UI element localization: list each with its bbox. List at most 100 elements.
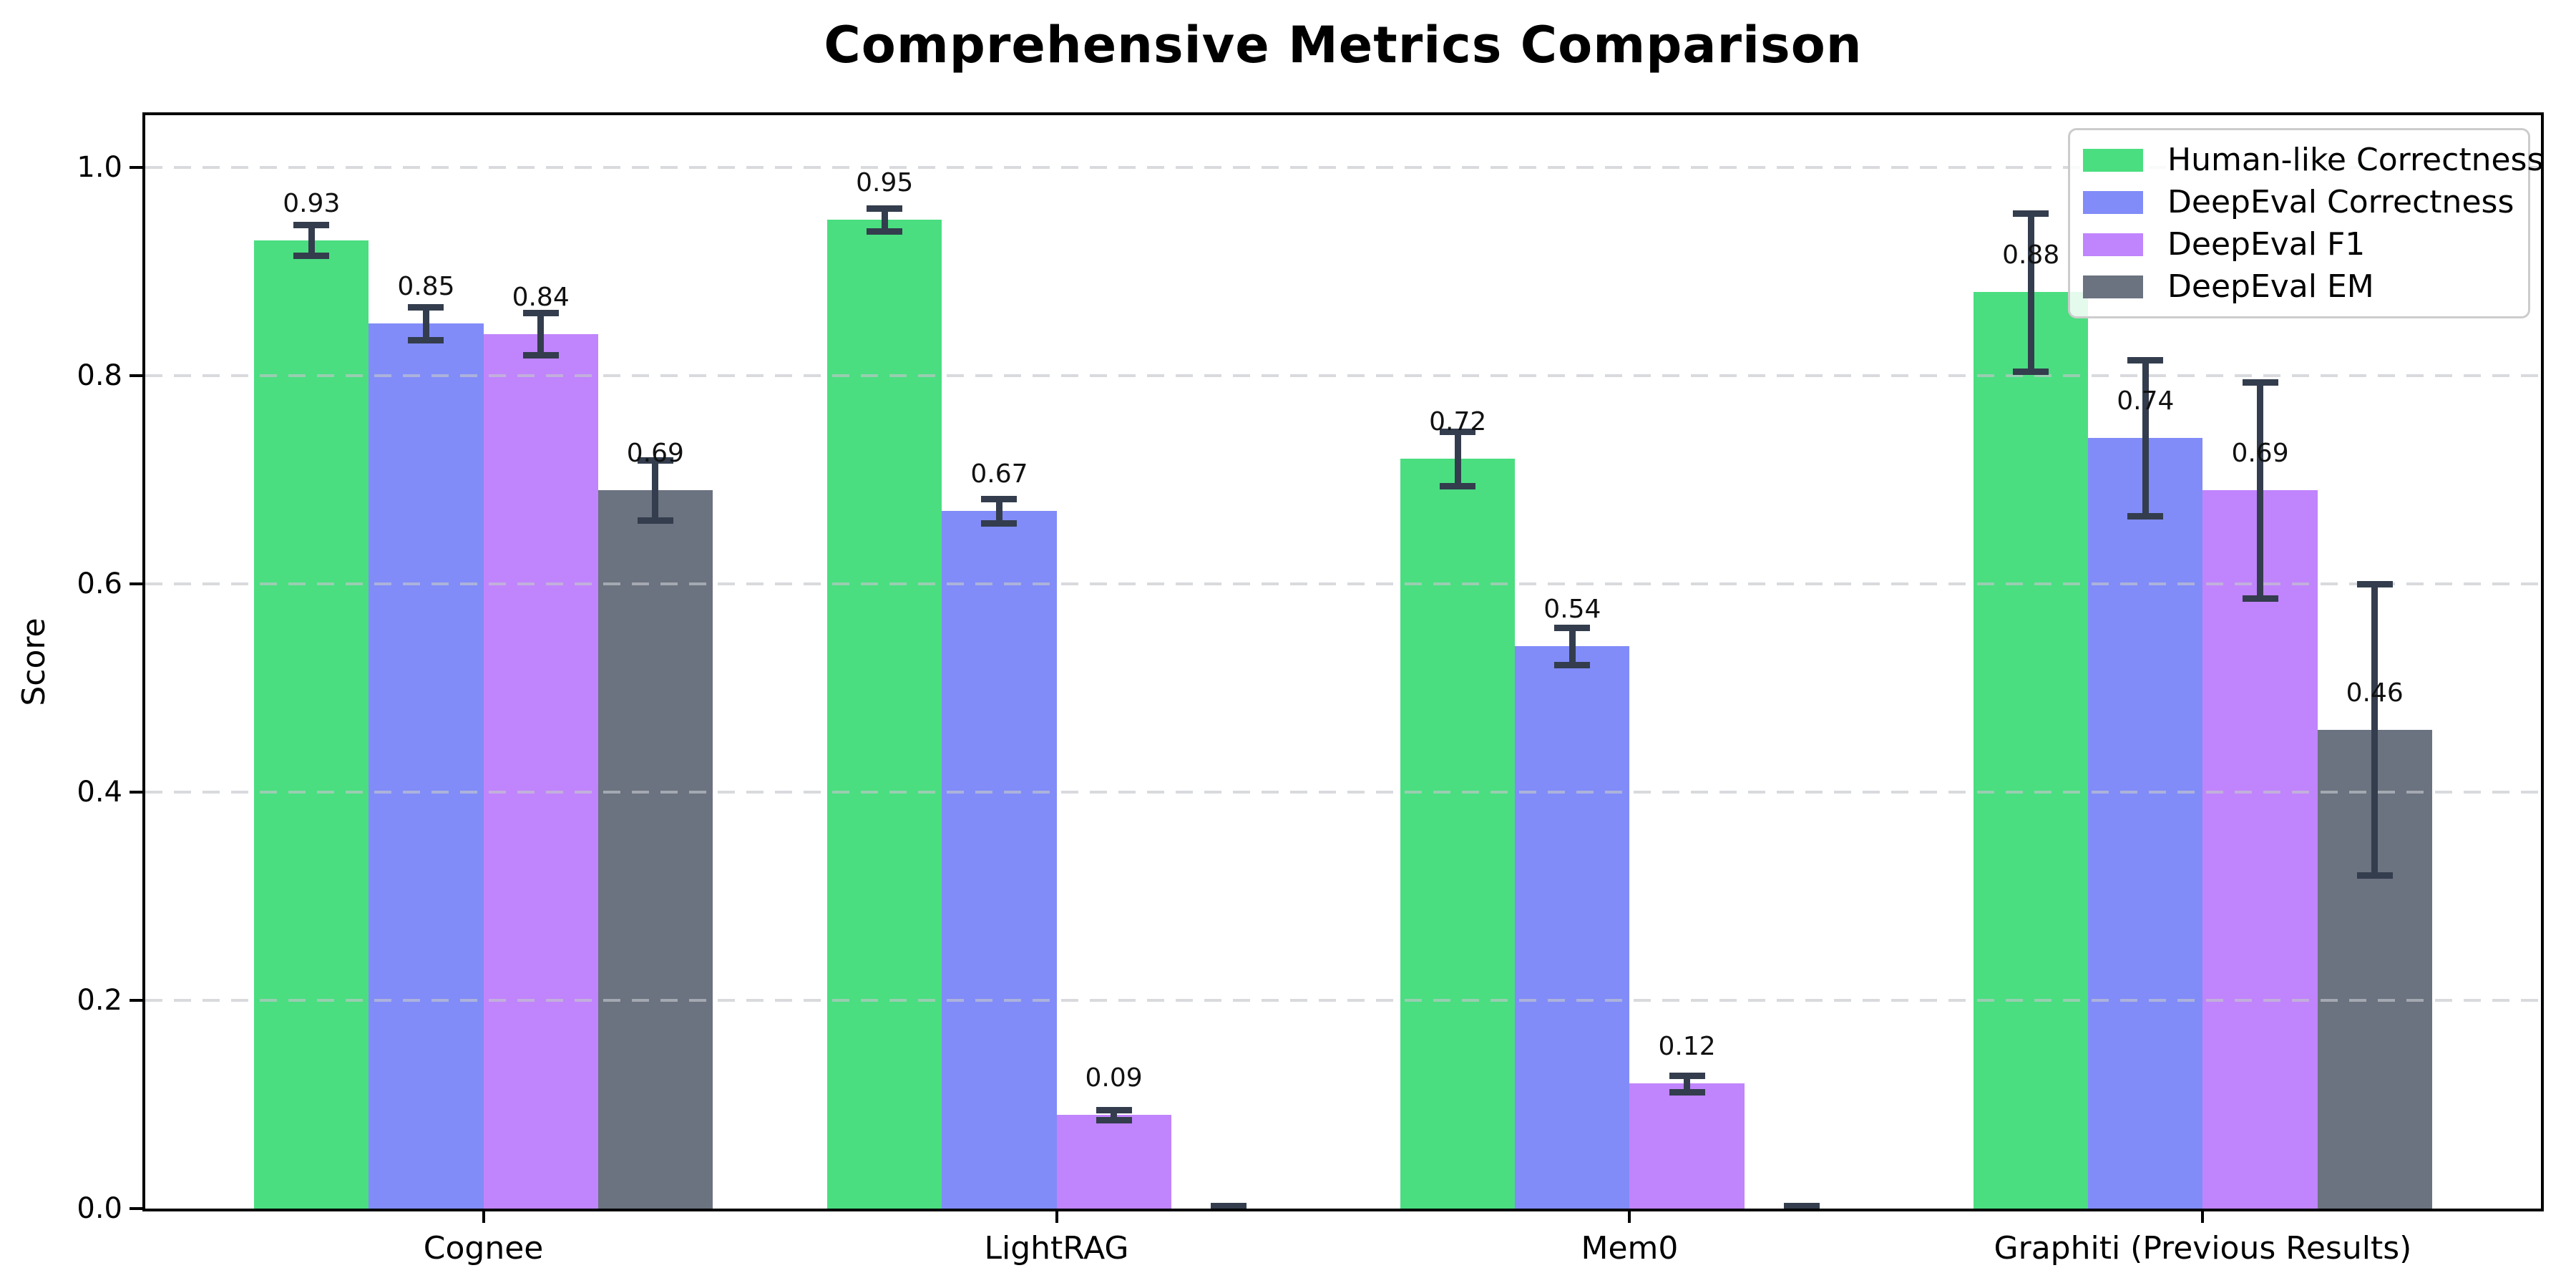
bar-3-4 bbox=[2202, 489, 2318, 1209]
y-tick-label: 0.6 bbox=[77, 567, 122, 600]
error-bar-cap-top bbox=[1783, 1202, 1820, 1209]
legend: Human-like Correctness DeepEval Correctne… bbox=[2068, 128, 2543, 318]
error-bar-cap-top bbox=[1210, 1202, 1246, 1209]
bar-3-2 bbox=[1056, 1115, 1171, 1209]
error-bar bbox=[537, 313, 545, 355]
error-bar-cap-bottom bbox=[2356, 872, 2393, 879]
error-bar-cap-bottom bbox=[522, 351, 559, 358]
error-bar-cap-top bbox=[293, 221, 330, 228]
error-bar-cap-top bbox=[2242, 379, 2278, 386]
bar-1-2 bbox=[827, 219, 942, 1209]
bar-value-label: 0.69 bbox=[626, 438, 684, 468]
x-tick-label-3: Mem0 bbox=[1581, 1230, 1679, 1267]
error-bar-cap-top bbox=[1096, 1106, 1132, 1113]
bar-2-1 bbox=[369, 323, 484, 1209]
error-bar-cap-bottom bbox=[1440, 483, 1476, 490]
bar-value-label: 0.84 bbox=[512, 282, 570, 312]
bar-value-label: 0.95 bbox=[856, 167, 914, 197]
legend-swatch bbox=[2083, 148, 2143, 172]
bar-2-3 bbox=[1515, 646, 1630, 1209]
legend-label: DeepEval F1 bbox=[2167, 226, 2366, 263]
legend-row-2: DeepEval Correctness bbox=[2083, 184, 2515, 220]
error-bar-cap-top bbox=[981, 495, 1018, 502]
bar-3-3 bbox=[1629, 1083, 1745, 1209]
y-tick-mark bbox=[130, 582, 142, 585]
error-bar-cap-bottom bbox=[2013, 368, 2049, 375]
error-bar bbox=[1111, 1109, 1118, 1121]
error-bar-cap-bottom bbox=[1669, 1089, 1705, 1096]
bar-2-4 bbox=[2088, 438, 2203, 1209]
error-bar-cap-top bbox=[2356, 580, 2393, 587]
bar-value-label: 0.12 bbox=[1658, 1032, 1716, 1062]
bar-4-1 bbox=[597, 489, 713, 1209]
y-tick-label: 0.8 bbox=[77, 358, 122, 392]
gridline-0.6 bbox=[145, 582, 2541, 585]
error-bar-cap-bottom bbox=[1784, 1209, 1820, 1211]
x-tick-label-2: LightRAG bbox=[984, 1230, 1129, 1267]
y-tick-mark bbox=[130, 1207, 142, 1210]
error-bar-cap-bottom bbox=[1211, 1209, 1246, 1211]
error-bar-cap-top bbox=[522, 310, 559, 317]
error-bar bbox=[2371, 583, 2379, 876]
error-bar-cap-bottom bbox=[2242, 595, 2278, 602]
y-axis-label: Score bbox=[16, 618, 52, 706]
error-bar-cap-top bbox=[408, 303, 444, 311]
error-bar bbox=[2027, 213, 2034, 371]
error-bar-cap-bottom bbox=[981, 520, 1018, 527]
x-tick-mark bbox=[1055, 1211, 1058, 1223]
bar-value-label: 0.85 bbox=[397, 272, 455, 302]
error-bar-cap-bottom bbox=[1096, 1117, 1132, 1124]
bar-value-label: 0.88 bbox=[2002, 240, 2060, 270]
error-bar-cap-top bbox=[2013, 210, 2049, 217]
error-bar bbox=[1454, 431, 1461, 487]
error-bar-cap-bottom bbox=[408, 337, 444, 344]
error-bar bbox=[652, 459, 659, 521]
bar-value-label: 0.74 bbox=[2117, 386, 2175, 416]
x-tick-mark bbox=[1628, 1211, 1631, 1223]
bar-value-label: 0.09 bbox=[1085, 1063, 1143, 1093]
y-tick-label: 0.4 bbox=[77, 775, 122, 809]
bar-value-label: 0.93 bbox=[283, 188, 341, 218]
gridline-1.0 bbox=[145, 165, 2541, 169]
legend-label: DeepEval EM bbox=[2167, 268, 2374, 305]
bar-2-2 bbox=[942, 511, 1057, 1209]
y-tick-mark bbox=[130, 374, 142, 377]
error-bar-cap-bottom bbox=[2127, 513, 2164, 520]
error-bar bbox=[995, 498, 1002, 524]
error-bar-cap-top bbox=[2127, 356, 2164, 364]
error-bar bbox=[1684, 1075, 1691, 1092]
bar-value-label: 0.46 bbox=[2346, 678, 2404, 708]
y-tick-label: 0.2 bbox=[77, 983, 122, 1017]
y-tick-mark bbox=[130, 998, 142, 1002]
bar-1-3 bbox=[1400, 459, 1516, 1209]
gridline-0.4 bbox=[145, 790, 2541, 794]
error-bar bbox=[2257, 381, 2264, 599]
error-bar-cap-bottom bbox=[1554, 662, 1591, 669]
bar-value-label: 0.67 bbox=[970, 459, 1028, 489]
error-bar bbox=[881, 208, 888, 231]
chart-title: Comprehensive Metrics Comparison bbox=[824, 16, 1863, 74]
bar-1-4 bbox=[1974, 292, 2089, 1209]
legend-label: Human-like Correctness bbox=[2167, 142, 2544, 178]
error-bar-cap-bottom bbox=[867, 228, 903, 235]
bar-1-1 bbox=[254, 240, 369, 1209]
legend-label: DeepEval Correctness bbox=[2167, 184, 2514, 220]
gridline-0.8 bbox=[145, 374, 2541, 377]
bar-3-1 bbox=[483, 333, 598, 1209]
legend-row-4: DeepEval EM bbox=[2083, 268, 2515, 305]
error-bar bbox=[422, 306, 429, 341]
legend-swatch bbox=[2083, 190, 2143, 214]
error-bar-cap-top bbox=[1440, 429, 1476, 436]
error-bar-cap-top bbox=[1669, 1072, 1705, 1079]
bar-value-label: 0.54 bbox=[1543, 595, 1601, 625]
legend-row-3: DeepEval F1 bbox=[2083, 226, 2515, 263]
y-tick-label: 1.0 bbox=[77, 150, 122, 184]
error-bar bbox=[308, 224, 315, 256]
bar-value-label: 0.72 bbox=[1429, 407, 1487, 437]
error-bar-cap-bottom bbox=[293, 253, 330, 260]
x-tick-mark bbox=[482, 1211, 485, 1223]
error-bar-cap-top bbox=[637, 457, 673, 464]
y-tick-mark bbox=[130, 165, 142, 169]
error-bar-cap-top bbox=[867, 205, 903, 212]
